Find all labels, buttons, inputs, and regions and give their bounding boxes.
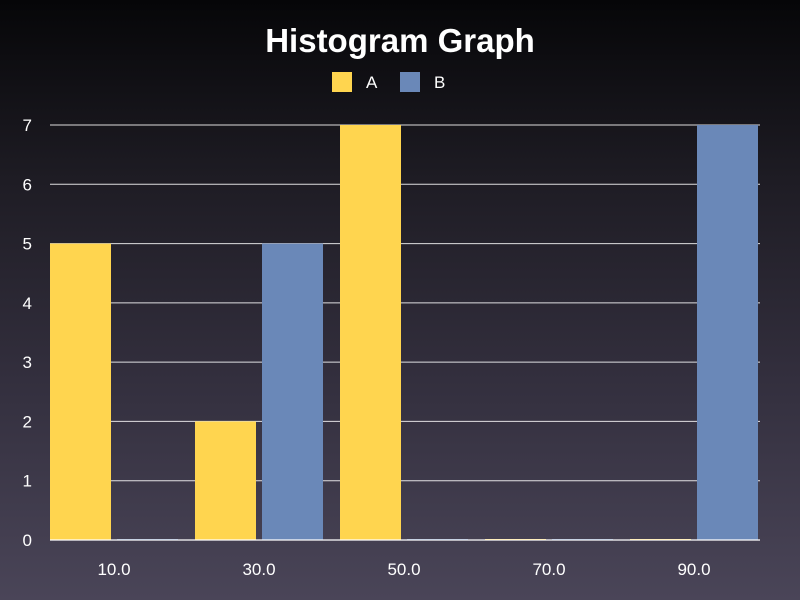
x-tick-label: 10.0 bbox=[97, 560, 130, 579]
y-tick-label: 1 bbox=[23, 472, 32, 491]
y-axis: 0 1 2 3 4 5 6 7 bbox=[23, 116, 32, 550]
y-tick-label: 7 bbox=[23, 116, 32, 135]
legend-swatch-a bbox=[332, 72, 352, 92]
x-tick-label: 90.0 bbox=[677, 560, 710, 579]
y-tick-label: 6 bbox=[23, 175, 32, 194]
grid-lines bbox=[50, 124, 760, 541]
bar-b-90-0 bbox=[697, 125, 758, 540]
y-tick-label: 0 bbox=[23, 531, 32, 550]
legend-swatch-b bbox=[400, 72, 420, 92]
bars bbox=[50, 125, 758, 541]
y-tick-label: 5 bbox=[23, 235, 32, 254]
x-tick-label: 70.0 bbox=[532, 560, 565, 579]
chart-title: Histogram Graph bbox=[265, 22, 535, 59]
x-tick-label: 30.0 bbox=[242, 560, 275, 579]
x-axis: 10.0 30.0 50.0 70.0 90.0 bbox=[50, 539, 760, 579]
bar-b-30-0 bbox=[262, 243, 323, 541]
y-tick-label: 3 bbox=[23, 353, 32, 372]
y-tick-label: 2 bbox=[23, 412, 32, 431]
x-tick-label: 50.0 bbox=[387, 560, 420, 579]
legend-label-a: A bbox=[366, 73, 378, 92]
bar-a-50-0 bbox=[340, 125, 401, 540]
bar-a-10-0 bbox=[50, 243, 111, 541]
y-tick-label: 4 bbox=[23, 294, 32, 313]
bar-a-30-0 bbox=[195, 421, 256, 540]
legend-label-b: B bbox=[434, 73, 445, 92]
